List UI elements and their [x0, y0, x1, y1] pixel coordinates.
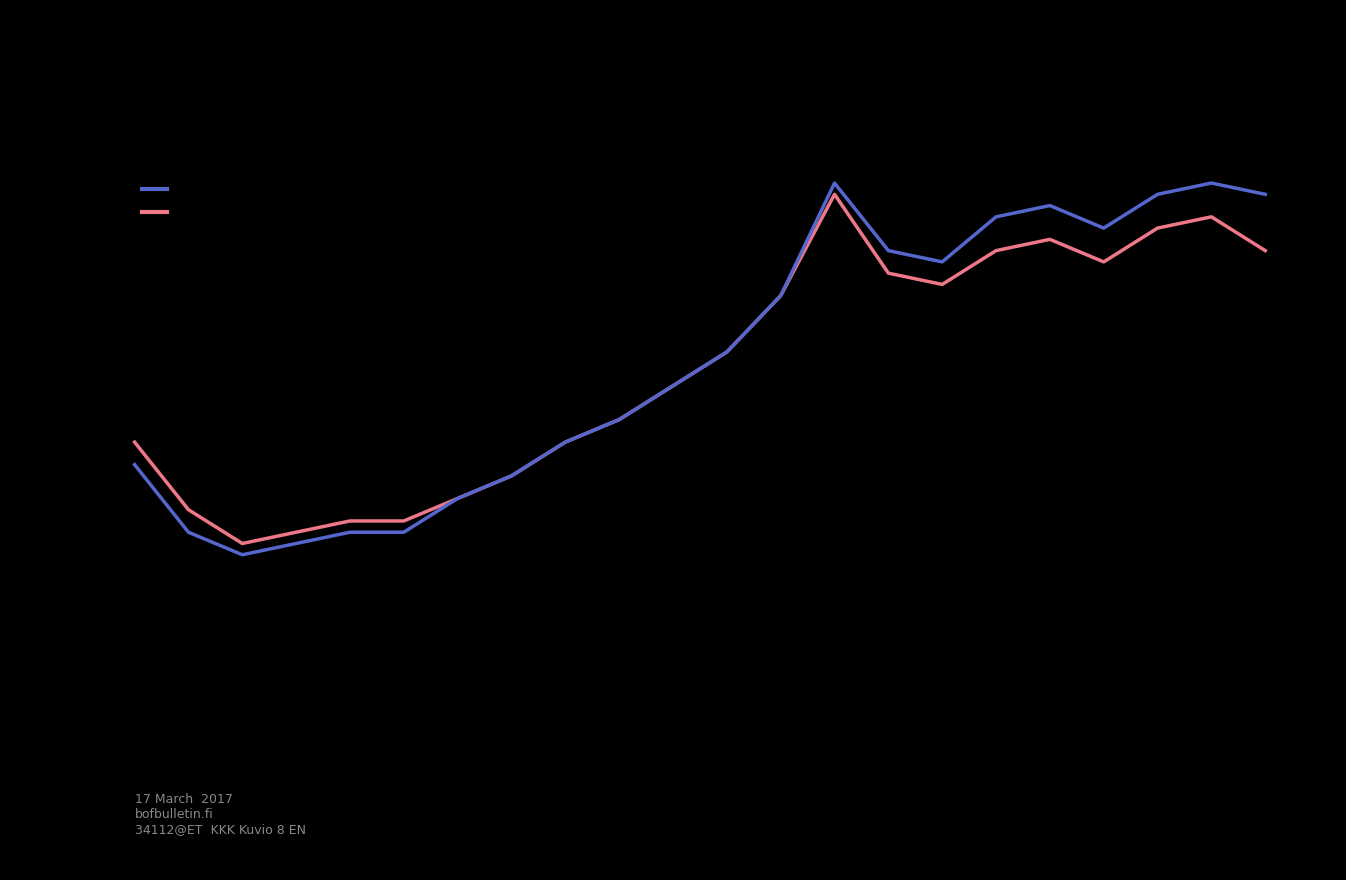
Text: 17 March  2017
bofbulletin.fi
34112@ET  KKK Kuvio 8 EN: 17 March 2017 bofbulletin.fi 34112@ET KK…: [135, 793, 306, 836]
Legend:  ,  : ,: [141, 183, 176, 219]
